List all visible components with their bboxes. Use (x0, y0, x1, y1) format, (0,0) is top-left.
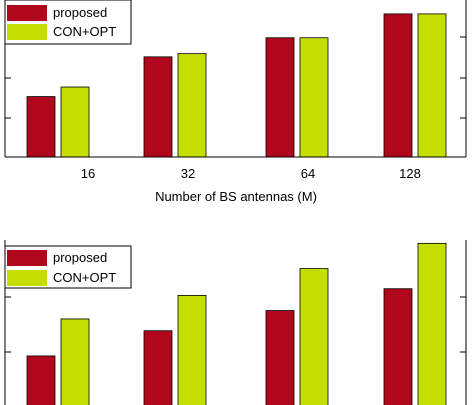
bar-proposed-32 (143, 330, 173, 405)
legend-swatch-con-opt (7, 24, 47, 40)
legend-swatch-proposed (7, 5, 47, 21)
bar-con-opt-128 (417, 13, 447, 158)
legend-swatch-con-opt (7, 270, 47, 286)
bar-con-opt-16 (60, 86, 90, 158)
legend-swatch-proposed (7, 250, 47, 266)
bar-con-opt-128 (417, 242, 447, 405)
x-axis-label: Number of BS antennas (M) (155, 189, 317, 204)
chart-1: 16 32 64 128 Number of BS antennas (M) propos… (4, 0, 467, 204)
legend-label-con-opt: CON+OPT (53, 24, 116, 39)
bar-con-opt-16 (60, 318, 90, 405)
legend-label-proposed: proposed (53, 5, 107, 20)
x-tick-label-32: 32 (181, 166, 195, 181)
bar-con-opt-32 (177, 53, 207, 158)
x-tick-label-16: 16 (81, 166, 95, 181)
bar-con-opt-64 (299, 268, 329, 405)
legend-label-con-opt: CON+OPT (53, 270, 116, 285)
bar-proposed-16 (26, 96, 56, 158)
legend: proposed CON+OPT (4, 0, 132, 45)
bar-con-opt-64 (299, 37, 329, 158)
bar-proposed-16 (26, 355, 56, 405)
legend-label-proposed: proposed (53, 250, 107, 265)
bar-proposed-32 (143, 56, 173, 158)
bar-proposed-128 (383, 13, 413, 158)
bar-proposed-64 (265, 310, 295, 405)
legend: proposed CON+OPT (4, 245, 132, 289)
x-tick-label-128: 128 (399, 166, 421, 181)
bar-con-opt-32 (177, 295, 207, 405)
bar-proposed-64 (265, 37, 295, 158)
bar-proposed-128 (383, 288, 413, 405)
chart-2: proposed CON+OPT (4, 240, 467, 405)
x-tick-label-64: 64 (301, 166, 315, 181)
